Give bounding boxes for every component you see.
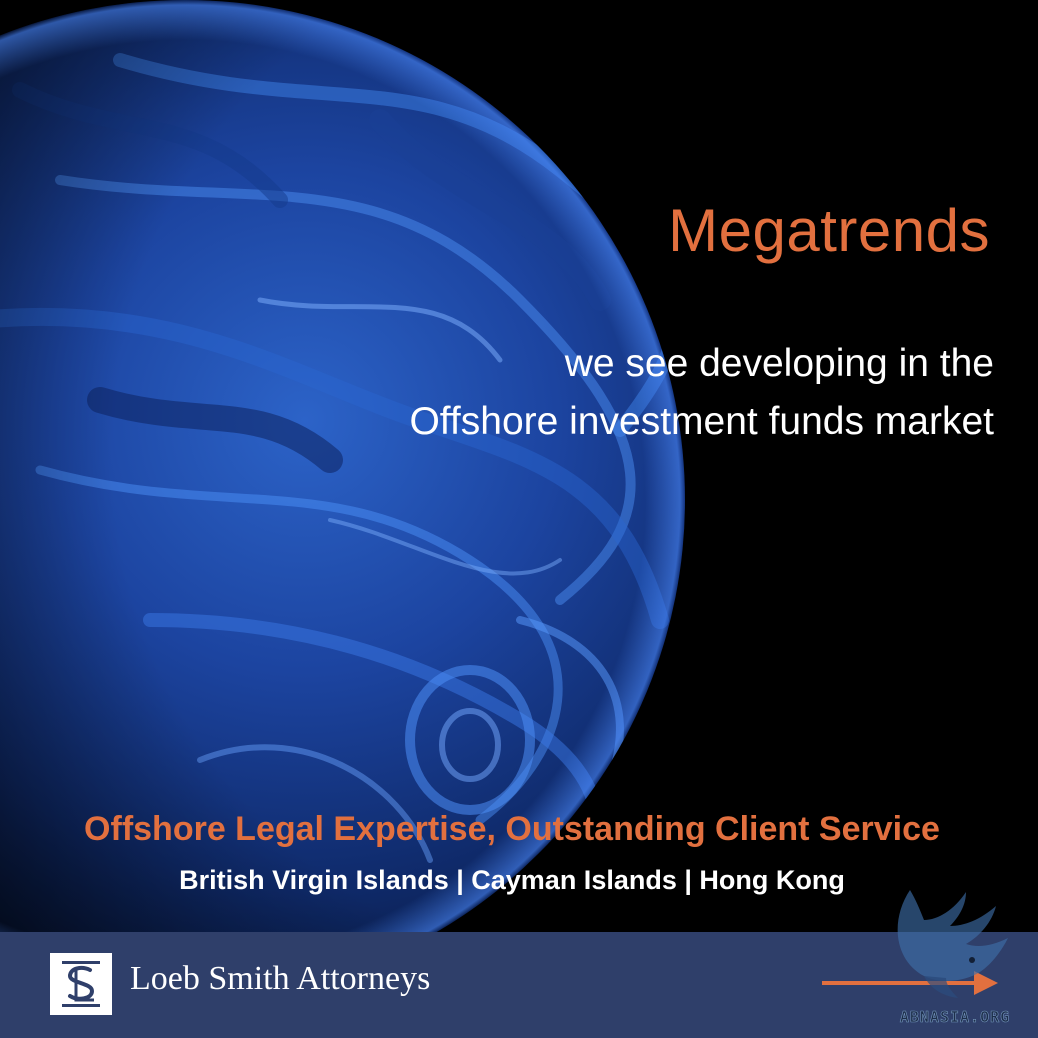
watermark-text: ABNASIA.ORG [899,1008,1011,1027]
arrow-right-icon[interactable] [818,968,1000,998]
tagline: Offshore Legal Expertise, Outstanding Cl… [84,810,940,848]
bird-watermark-icon: ABNASIA.ORG [880,880,1030,1028]
headline: Megatrends [668,197,990,264]
subtitle-line-1: we see developing in the [564,342,994,385]
office-locations: British Virgin Islands | Cayman Islands … [179,865,845,895]
loeb-smith-logo-icon[interactable] [50,953,112,1015]
planet-image [0,0,685,932]
footer-bar: Loeb Smith Attorneys [0,932,1038,1038]
subtitle-line-2: Offshore investment funds market [409,400,994,443]
firm-name: Loeb Smith Attorneys [130,960,431,997]
